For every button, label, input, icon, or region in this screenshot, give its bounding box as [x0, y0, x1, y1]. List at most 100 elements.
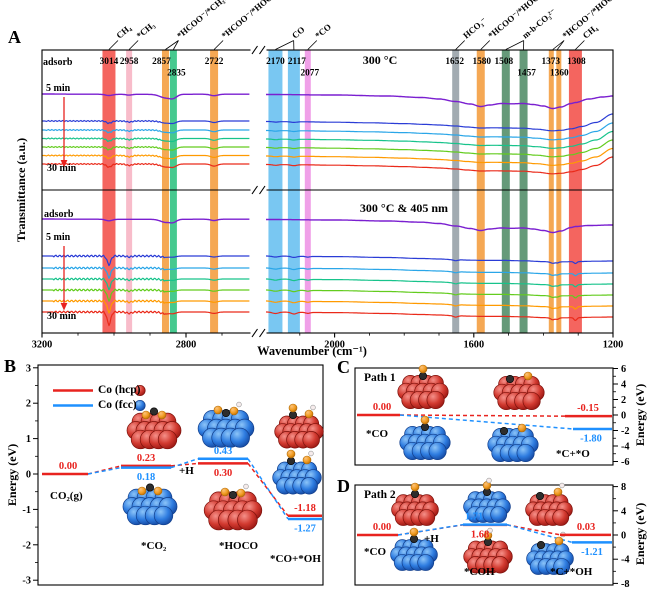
energy-value-hcp: -0.15: [577, 403, 599, 414]
adsorbate-atom-k: [150, 407, 159, 416]
stage-label-co2-ads: *CO₂: [141, 540, 167, 552]
adsorbate-atom-o: [236, 488, 246, 498]
assignment-leader: [173, 40, 179, 50]
spectrum-top-t4: [42, 139, 613, 158]
adsorbate-atom-k: [222, 408, 231, 417]
adsorbate-atom-k: [288, 410, 297, 419]
spectrum-bottom-t3: [42, 277, 613, 291]
axis-break-gap: [250, 45, 267, 55]
band-1373: [548, 50, 554, 333]
legend-sphere: [134, 384, 146, 397]
legend-sphere: [134, 399, 146, 412]
band-number-2835: 2835: [167, 69, 186, 79]
y-tick-label: -8: [621, 579, 630, 590]
adsorbate-atom-k: [420, 422, 429, 431]
y-tick-label: 0: [621, 411, 626, 422]
stage-label-co-c: *CO: [366, 428, 388, 440]
band-number-3014: 3014: [100, 57, 119, 67]
band-1580: [476, 50, 485, 333]
band-number-2722: 2722: [205, 57, 224, 67]
adsorbate-atom-o: [304, 409, 314, 419]
condition-label-photothermal: 300 °C & 405 nm: [359, 201, 449, 215]
adsorbate-atom-k: [505, 374, 514, 383]
assignment-leader: [307, 40, 318, 50]
assignment-label: *HCOO⁻/*HOCO⁻: [219, 0, 283, 41]
assignment-leader: [275, 40, 294, 50]
y-tick-label: 3: [26, 363, 31, 374]
band-1308: [568, 50, 582, 333]
band-2170: [268, 50, 283, 333]
adsorbate-atom-o: [153, 486, 163, 496]
condition-label-thermal: 300 °C: [362, 53, 398, 67]
adsorbate-atom-w: [308, 450, 314, 457]
y-axis-title-energy-d: Energy (eV): [633, 502, 648, 566]
y-tick-label: 4: [621, 506, 626, 517]
legend-label-co-fcc: Co (fcc): [98, 399, 137, 411]
assignment-leader: [575, 40, 585, 50]
connector-fcc: [397, 523, 464, 536]
adsorbate-atom-o: [554, 536, 564, 546]
cobalt-atom: [229, 427, 250, 448]
assignment-leader: [556, 40, 565, 50]
band-number-2958: 2958: [120, 57, 139, 67]
band-2722: [210, 50, 219, 333]
time-arrowhead: [60, 160, 68, 168]
stage-label-co-oh: *CO+*OH: [270, 553, 321, 565]
y-axis-title-energy-b: Energy (eV): [5, 443, 20, 507]
stage-label-co2-gas: CO₂(g): [50, 490, 83, 502]
energy-value-hcp: 0.00: [59, 461, 77, 472]
cobalt-atom: [418, 509, 436, 526]
assignment-label: CO: [290, 24, 307, 40]
band-2077: [304, 50, 311, 333]
cobalt-atom: [426, 390, 445, 410]
adsorbate-atom-o: [410, 482, 420, 492]
y-tick-label: 1: [26, 434, 31, 445]
spectrum-bottom-30min: [42, 310, 613, 327]
adsorbate-atom-o: [517, 423, 527, 433]
band-2857: [161, 50, 169, 333]
spectrum-top-t2: [42, 122, 613, 141]
cobalt-atom: [522, 391, 541, 411]
band-number-1508: 1508: [495, 57, 514, 67]
y-tick-label: -3: [22, 576, 31, 587]
spectrum-top-t5: [42, 147, 613, 166]
energy-value-hcp: -1.18: [294, 503, 316, 514]
energy-value-fcc: -1.27: [294, 523, 316, 534]
band-1360: [556, 50, 562, 333]
stage-label-hoco: *HOCO: [219, 540, 259, 552]
spectrum-bottom-5min: [42, 254, 613, 267]
axis-break-gap: [250, 185, 267, 195]
adsorbate-atom-o: [288, 403, 298, 413]
y-tick-label: -4: [621, 442, 630, 453]
assignment-label: *CH₃: [134, 20, 156, 41]
adsorb-label-top: adsorb: [43, 57, 73, 68]
assignment-leader: [213, 40, 224, 50]
connector-hcp: [87, 465, 122, 475]
panel-a-letter: A: [8, 27, 21, 47]
spectrum-top-t3: [42, 130, 613, 149]
energy-value-hcp: 1.68: [471, 529, 489, 540]
adsorbate-atom-o: [141, 410, 151, 420]
adsorb-label-bottom: adsorb: [44, 209, 74, 220]
adsorbate-atom-k: [146, 483, 155, 492]
band-number-2117: 2117: [288, 57, 306, 67]
connector-hcp: [170, 462, 199, 467]
adsorbate-atom-o: [229, 406, 239, 416]
connector-hcp: [247, 462, 289, 517]
cobalt-atom: [516, 443, 535, 463]
assignment-label: *CO: [313, 21, 333, 40]
legend-label-co-hcp: Co (hcp): [98, 384, 141, 396]
band-number-2077: 2077: [301, 69, 320, 79]
connector-fcc: [399, 414, 574, 430]
time-30min-label-top: 30 min: [47, 163, 77, 174]
adsorbate-atom-o: [137, 486, 147, 496]
adsorbate-atom-k: [410, 489, 419, 498]
y-tick-label: 4: [621, 380, 626, 391]
adsorbate-atom-k: [536, 540, 545, 549]
assignment-leader: [480, 40, 491, 50]
energy-value-fcc: 1.71: [465, 512, 483, 523]
energy-value-hcp: 0.03: [577, 522, 595, 533]
x-tick-label-1200: 1200: [603, 340, 624, 351]
assignment-leader: [165, 40, 179, 50]
